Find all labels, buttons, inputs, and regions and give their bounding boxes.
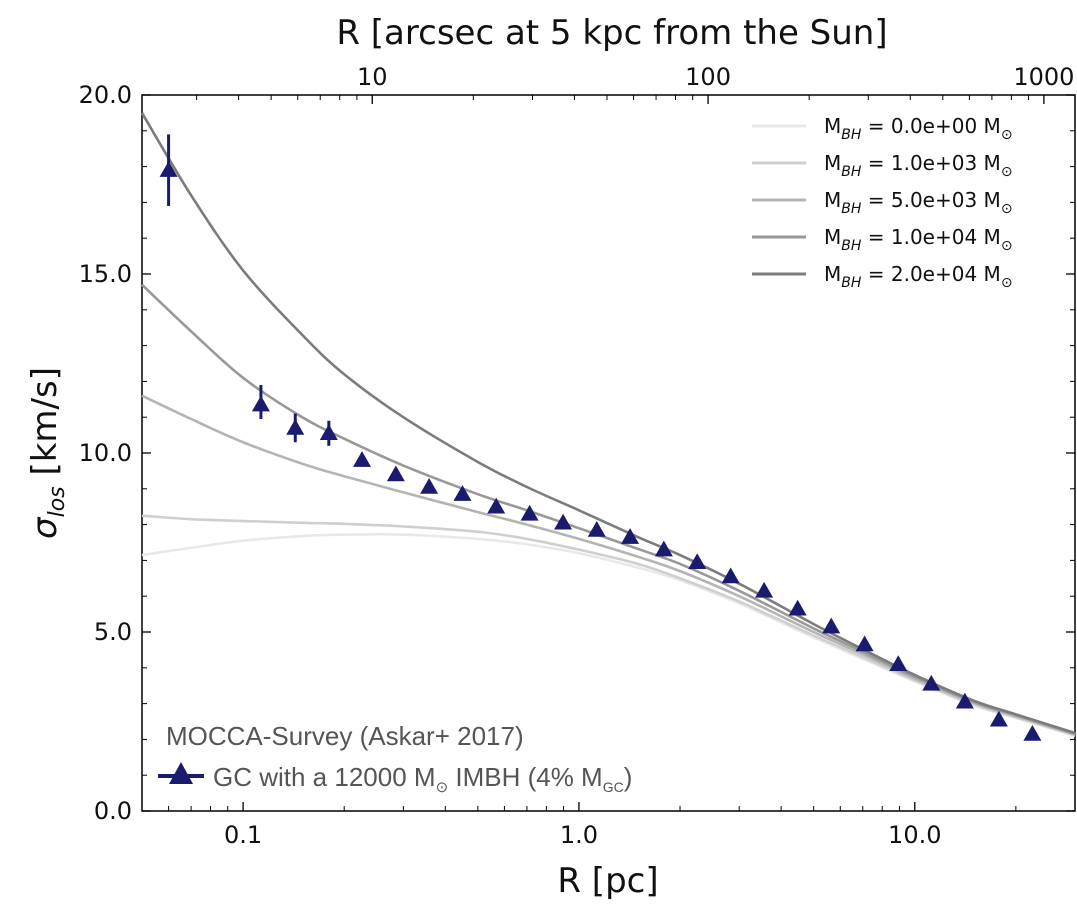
legend-label-3: MBH = 1.0e+04 M⊙	[824, 225, 1013, 254]
data-point-11	[587, 520, 606, 537]
data-point-17	[788, 599, 807, 616]
annotation-block: MOCCA-Survey (Askar+ 2017) GC with a 120…	[158, 721, 632, 796]
data-point-19	[855, 635, 874, 652]
survey-label: MOCCA-Survey (Askar+ 2017)	[166, 721, 524, 751]
data-point-8	[487, 497, 506, 514]
top-tick-label-0: 10	[357, 63, 388, 91]
data-point-24	[1023, 725, 1042, 741]
model-curves	[140, 112, 1076, 738]
legend-label-2: MBH = 5.0e+03 M⊙	[824, 188, 1013, 217]
x-tick-label-0: 0.1	[224, 821, 262, 849]
y-tick-label-4: 20.0	[79, 81, 132, 109]
y-axis-unit: [km/s]	[25, 367, 65, 476]
data-point-6	[420, 478, 439, 494]
x-axis-title: R [pc]	[557, 861, 658, 901]
series-line-4	[140, 112, 1076, 735]
marker-label-sun: ⊙	[436, 779, 449, 796]
axis-ticks: 0.1 1.0 10.0 10 100 1000 0.0 5.0 10.0 15.0 20.0	[79, 63, 1076, 849]
y-tick-label-1: 5.0	[94, 618, 132, 646]
data-point-7	[453, 485, 472, 501]
series-line-0	[141, 532, 1076, 738]
y-tick-label-0: 0.0	[94, 797, 132, 825]
data-point-20	[889, 655, 908, 671]
marker-label-end: )	[624, 762, 633, 792]
data-point-12	[621, 528, 640, 544]
marker-label: GC with a 12000 M⊙ IMBH (4% MGC)	[213, 762, 632, 796]
data-point-4	[353, 451, 372, 467]
data-point-13	[654, 540, 673, 557]
data-point-16	[755, 581, 774, 598]
x-tick-label-2: 10.0	[888, 821, 941, 849]
series-line-3	[141, 283, 1076, 735]
legend: MBH = 0.0e+00 M⊙ MBH = 1.0e+03 M⊙ MBH = 5.…	[752, 114, 1013, 291]
data-point-22	[955, 692, 974, 709]
observed-points	[159, 134, 1042, 741]
data-point-3	[319, 424, 338, 441]
data-point-0	[159, 161, 178, 177]
data-point-23	[989, 710, 1008, 727]
data-point-5	[386, 465, 405, 482]
top-axis-title: R [arcsec at 5 kpc from the Sun]	[336, 13, 887, 53]
top-tick-label-1: 100	[685, 63, 731, 91]
y-axis-title: σlos [km/s]	[25, 367, 70, 539]
data-point-10	[554, 513, 573, 530]
marker-label-sub: GC	[603, 779, 624, 795]
y-axis-subscript: los	[45, 486, 70, 517]
y-tick-label-2: 10.0	[79, 439, 132, 467]
legend-label-4: MBH = 2.0e+04 M⊙	[824, 262, 1013, 291]
marker-label-main: GC with a 12000 M	[213, 762, 436, 792]
data-point-1	[251, 395, 270, 412]
annotation-marker-triangle	[169, 762, 193, 784]
data-point-15	[721, 567, 740, 584]
data-point-18	[822, 617, 841, 634]
svg-text:σlos [km/s]: σlos [km/s]	[25, 367, 70, 539]
marker-label-rest: IMBH (4% M	[448, 762, 603, 792]
data-point-14	[688, 553, 707, 569]
y-axis-symbol: σ	[25, 516, 65, 539]
legend-label-0: MBH = 0.0e+00 M⊙	[824, 114, 1013, 143]
y-tick-label-3: 15.0	[79, 260, 132, 288]
x-tick-label-1: 1.0	[560, 821, 598, 849]
data-point-2	[286, 418, 305, 435]
series-line-1	[141, 514, 1076, 737]
legend-label-1: MBH = 1.0e+03 M⊙	[824, 151, 1013, 180]
data-point-21	[922, 674, 941, 691]
data-point-9	[520, 504, 539, 521]
series-line-2	[141, 394, 1076, 736]
top-tick-label-2: 1000	[1013, 63, 1074, 91]
